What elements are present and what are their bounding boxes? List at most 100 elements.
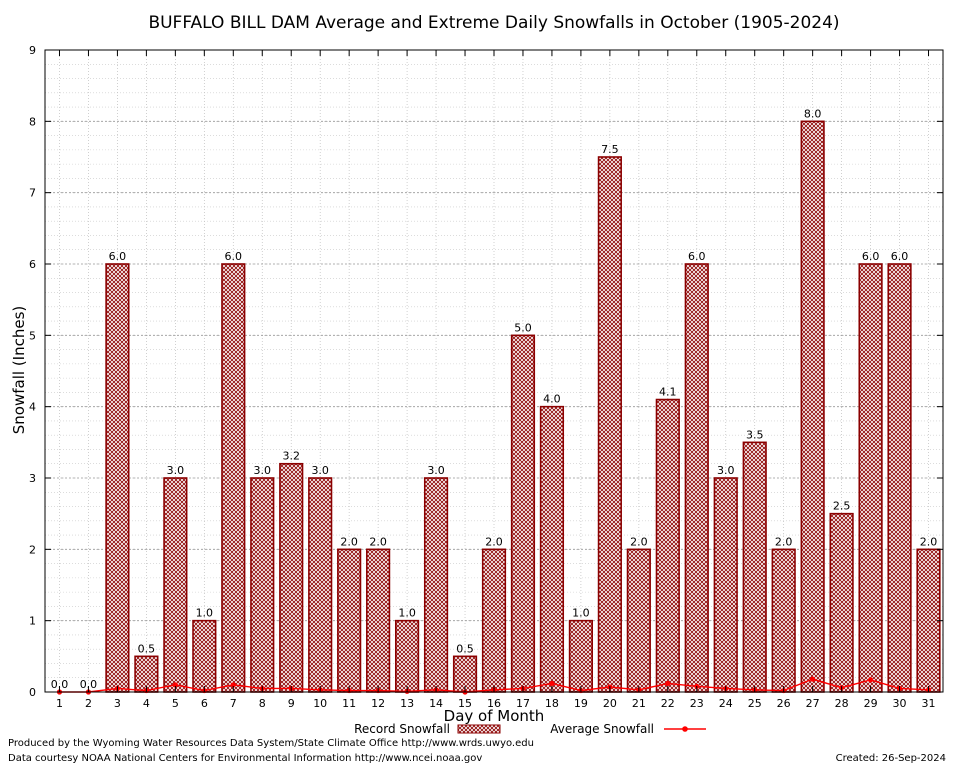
x-tick-label: 29 [864,697,878,710]
x-tick-label: 14 [429,697,443,710]
bar-value-label: 6.0 [688,250,706,263]
y-tick-label: 2 [29,543,36,556]
data-courtesy-credit: Data courtesy NOAA National Centers for … [8,753,483,764]
x-tick-label: 13 [400,697,414,710]
average-point [810,676,816,682]
record-bar [366,548,391,693]
record-bar [568,619,594,693]
bar-value-label: 0.0 [51,678,69,691]
x-tick-label: 1 [56,697,63,710]
x-tick-label: 11 [342,697,356,710]
record-bar [308,477,333,693]
x-tick-label: 21 [632,697,646,710]
bar-value-label: 1.0 [398,607,416,620]
bar-value-label: 1.0 [196,607,214,620]
legend-marker-average [682,726,688,732]
record-bar [597,156,622,693]
bar-value-label: 3.0 [254,464,272,477]
record-bar [713,477,738,693]
y-tick-label: 9 [29,44,36,57]
record-bar [626,548,651,693]
record-bar [539,405,565,693]
record-bar [887,263,912,693]
y-tick-label: 3 [29,472,36,485]
bar-value-label: 8.0 [804,107,822,120]
bar-value-label: 1.0 [572,607,590,620]
record-bar [250,477,275,693]
average-point [665,680,671,687]
x-tick-label: 5 [172,697,179,710]
x-tick-label: 24 [719,697,733,710]
record-bar [510,334,536,693]
x-tick-label: 4 [143,697,150,710]
y-tick-label: 8 [29,115,36,128]
legend-label-average: Average Snowfall [550,722,654,736]
x-tick-label: 12 [371,697,385,710]
bar-value-label: 3.0 [717,464,735,477]
x-tick-label: 28 [835,697,849,710]
y-tick-label: 4 [29,401,36,414]
average-point [867,677,874,683]
x-tick-label: 16 [487,697,501,710]
average-point [549,680,555,687]
bar-value-label: 5.0 [514,321,532,334]
y-tick-label: 6 [29,258,36,271]
y-tick-label: 5 [29,329,36,342]
bar-value-label: 3.0 [311,464,329,477]
x-tick-label: 10 [313,697,327,710]
bar-value-label: 4.0 [543,393,561,406]
record-bars [105,120,941,693]
legend-swatch-record [457,724,501,734]
bar-value-label: 2.0 [340,535,358,548]
legend-label-record: Record Snowfall [354,722,450,736]
record-bar [163,477,188,693]
x-tick-label: 31 [922,697,936,710]
x-tick-label: 30 [893,697,907,710]
average-point [172,682,178,688]
record-bar [655,398,680,693]
y-axis-label: Snowfall (Inches) [10,306,28,434]
bar-value-label: 7.5 [601,143,619,156]
x-tick-label: 2 [85,697,92,710]
record-bar [916,548,941,693]
record-bar [337,548,362,693]
bar-value-label: 0.5 [456,642,474,655]
bar-value-label: 2.5 [833,500,851,513]
bar-value-labels: 0.0 0.0 6.0 0.5 3.0 1.0 6.0 3.0 3.2 3.0 2.0 2.0 1.0 3… [51,107,938,691]
x-tick-label: 6 [201,697,208,710]
record-bar [192,619,217,693]
x-tick-label: 3 [114,697,121,710]
x-tick-label: 15 [458,697,472,710]
x-tick-label: 20 [603,697,617,710]
x-tick-label: 26 [777,697,791,710]
y-tick-label: 0 [29,686,36,699]
bar-value-label: 2.0 [920,535,938,548]
x-tick-label: 27 [806,697,820,710]
producer-credit: Produced by the Wyoming Water Resources … [8,738,534,749]
record-bar [221,263,246,693]
x-tick-label: 8 [259,697,266,710]
x-tick-label: 22 [661,697,675,710]
record-bar [394,619,420,693]
bar-value-label: 6.0 [109,250,127,263]
bar-value-label: 3.0 [427,464,445,477]
bar-value-label: 2.0 [369,535,387,548]
x-tick-label: 25 [748,697,762,710]
bar-value-label: 6.0 [862,250,880,263]
bar-value-label: 0.5 [138,642,156,655]
bar-value-label: 3.0 [167,464,185,477]
bar-value-label: 6.0 [891,250,909,263]
x-axis-label: Day of Month [444,707,545,725]
bar-value-label: 2.0 [775,535,793,548]
bar-value-label: 3.2 [282,450,300,463]
record-bar [771,548,796,693]
x-tick-label: 19 [574,697,588,710]
record-bar [481,548,507,693]
bar-value-label: 2.0 [485,535,503,548]
y-tick-label: 1 [29,615,36,628]
average-point [230,682,236,688]
y-tick-label: 7 [29,187,36,200]
record-bar [742,441,767,693]
x-tick-label: 23 [690,697,704,710]
